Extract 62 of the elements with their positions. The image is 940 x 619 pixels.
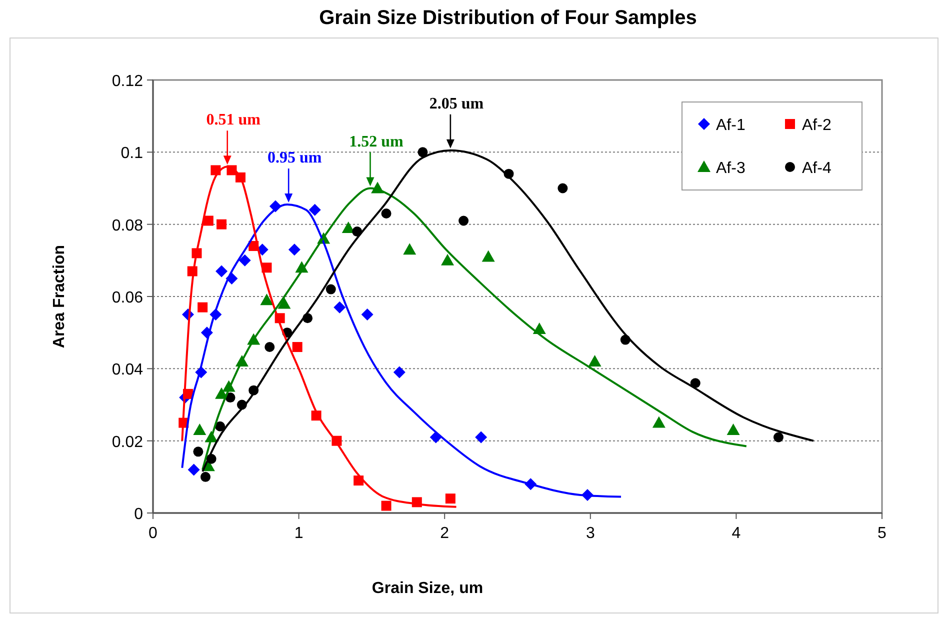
line-series	[181, 203, 622, 498]
x-tick-label: 3	[586, 525, 595, 542]
legend-label: Af-1	[716, 117, 746, 134]
legend-label: Af-3	[716, 160, 746, 177]
chart-title: Grain Size Distribution of Four Samples	[319, 7, 697, 29]
point	[326, 284, 336, 294]
legend-label: Af-2	[802, 117, 832, 134]
point	[278, 297, 291, 309]
point	[482, 250, 495, 262]
point	[403, 243, 416, 255]
point	[238, 254, 251, 266]
point	[193, 424, 206, 436]
point	[588, 354, 602, 366]
point	[288, 244, 300, 256]
point	[203, 216, 214, 226]
point	[188, 464, 200, 476]
point	[292, 342, 302, 352]
x-tick-label: 0	[148, 525, 158, 542]
annotation: 0.51 um	[206, 112, 262, 129]
point	[342, 221, 355, 233]
x-tick-label: 2	[440, 525, 450, 542]
y-axis-title: Area Fraction	[51, 244, 68, 348]
point	[558, 183, 568, 194]
x-tick-label: 5	[878, 525, 887, 542]
point	[381, 500, 392, 511]
point	[726, 424, 740, 436]
point	[475, 431, 488, 444]
point	[773, 432, 784, 442]
y-tick-label: 0.04	[112, 362, 144, 379]
line-series	[181, 166, 458, 508]
point	[334, 301, 346, 314]
point	[216, 265, 228, 278]
point	[215, 421, 226, 432]
point	[381, 208, 392, 219]
annotation: 2.05 um	[429, 95, 484, 112]
annotation: 0.95 um	[267, 149, 322, 166]
point	[200, 472, 210, 482]
y-tick-label: 0	[134, 506, 144, 523]
y-tick-label: 0.06	[112, 290, 144, 306]
x-tick-label: 1	[294, 525, 304, 542]
point	[260, 294, 274, 306]
point	[690, 378, 700, 388]
point	[361, 308, 374, 321]
point	[458, 216, 469, 226]
point	[264, 342, 275, 352]
point	[418, 147, 428, 158]
point	[652, 416, 666, 428]
point	[193, 446, 204, 457]
point	[445, 494, 456, 504]
x-axis-title: Grain Size, um	[372, 580, 484, 597]
annotation: 1.52 um	[349, 133, 404, 150]
y-tick-label: 0.02	[112, 434, 144, 451]
y-tick-label: 0.08	[112, 217, 144, 234]
point	[198, 302, 208, 312]
point	[308, 204, 321, 216]
y-tick-label: 0.12	[112, 73, 144, 90]
legend-label: Af-4	[802, 160, 832, 177]
y-tick-label: 0.1	[120, 145, 144, 162]
point	[441, 254, 454, 266]
point	[216, 219, 227, 230]
point	[393, 366, 406, 378]
x-tick-label: 4	[732, 525, 741, 542]
